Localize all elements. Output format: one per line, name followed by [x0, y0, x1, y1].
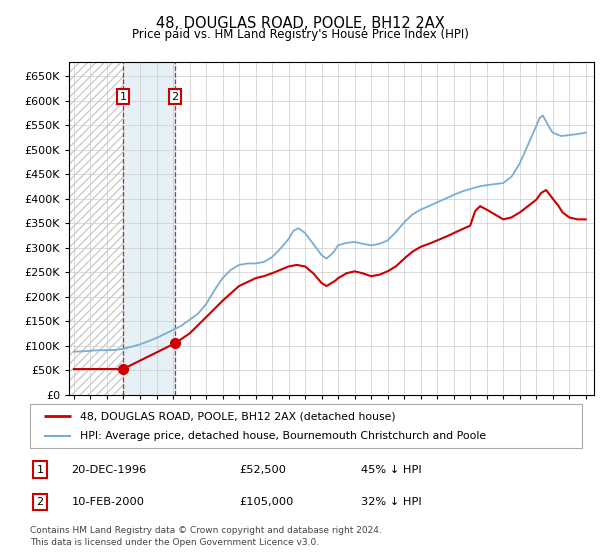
Text: 20-DEC-1996: 20-DEC-1996	[71, 464, 146, 474]
Text: 48, DOUGLAS ROAD, POOLE, BH12 2AX: 48, DOUGLAS ROAD, POOLE, BH12 2AX	[155, 16, 445, 31]
Text: 1: 1	[37, 464, 43, 474]
Text: 2: 2	[172, 92, 179, 101]
Text: Price paid vs. HM Land Registry's House Price Index (HPI): Price paid vs. HM Land Registry's House …	[131, 28, 469, 41]
Text: 48, DOUGLAS ROAD, POOLE, BH12 2AX (detached house): 48, DOUGLAS ROAD, POOLE, BH12 2AX (detac…	[80, 411, 395, 421]
Text: 32% ↓ HPI: 32% ↓ HPI	[361, 497, 422, 507]
Text: Contains HM Land Registry data © Crown copyright and database right 2024.
This d: Contains HM Land Registry data © Crown c…	[30, 526, 382, 547]
Text: £105,000: £105,000	[240, 497, 294, 507]
Text: HPI: Average price, detached house, Bournemouth Christchurch and Poole: HPI: Average price, detached house, Bour…	[80, 431, 486, 441]
Text: 1: 1	[119, 92, 127, 101]
Bar	[69, 62, 123, 395]
FancyBboxPatch shape	[30, 404, 582, 448]
Bar	[69, 62, 123, 395]
Text: £52,500: £52,500	[240, 464, 287, 474]
Bar	[123, 62, 175, 395]
Text: 10-FEB-2000: 10-FEB-2000	[71, 497, 145, 507]
Text: 2: 2	[37, 497, 43, 507]
Text: 45% ↓ HPI: 45% ↓ HPI	[361, 464, 422, 474]
